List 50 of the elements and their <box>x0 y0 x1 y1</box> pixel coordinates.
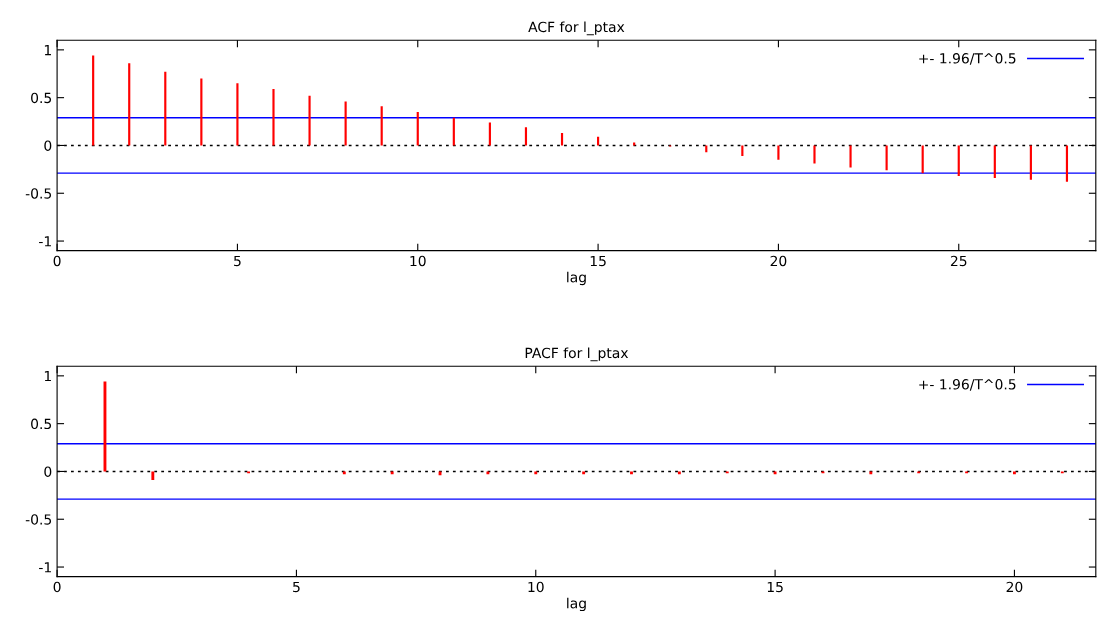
y-tick-label: 0 <box>44 140 52 151</box>
bar <box>380 106 383 146</box>
y-tick-label: 1 <box>44 45 51 56</box>
bar <box>777 145 780 160</box>
legend-label: +- 1.96/T^0.5 <box>919 53 1016 65</box>
bar <box>921 145 924 174</box>
x-tick-label: 20 <box>770 255 787 267</box>
y-tick-label: 1 <box>44 371 51 382</box>
chart-title: ACF for l_ptax <box>528 21 625 36</box>
legend-label: +- 1.96/T^0.5 <box>919 379 1016 391</box>
y-tick-label: 0.5 <box>31 92 52 104</box>
x-tick-label: 15 <box>767 581 783 593</box>
bar <box>452 117 455 146</box>
bar <box>128 63 131 146</box>
x-tick-label: 15 <box>590 255 606 267</box>
bar <box>849 145 852 168</box>
bar <box>741 145 744 156</box>
bar <box>200 78 203 146</box>
bar <box>416 112 419 146</box>
x-tick-label: 20 <box>1006 581 1023 593</box>
bar <box>957 145 960 177</box>
bar <box>993 145 996 178</box>
x-axis-title: lag <box>567 271 586 286</box>
x-tick-label: 0 <box>53 255 61 267</box>
y-tick-label: -1 <box>39 562 51 573</box>
x-tick-label: 5 <box>234 255 241 267</box>
bar <box>344 101 347 146</box>
x-axis-title: lag <box>567 597 586 612</box>
bar <box>92 55 95 146</box>
x-tick-label: 10 <box>528 581 544 593</box>
bar <box>524 127 528 146</box>
bar <box>1065 145 1069 182</box>
chart-title: PACF for l_ptax <box>525 347 629 362</box>
x-tick-label: 25 <box>950 255 967 267</box>
bar <box>308 95 311 146</box>
x-tick-label: 10 <box>410 255 426 267</box>
bar <box>813 145 816 164</box>
bar <box>236 83 239 146</box>
y-tick-label: 0.5 <box>31 418 52 430</box>
bar <box>1029 145 1032 180</box>
y-tick-label: -0.5 <box>25 514 52 525</box>
bar <box>705 145 708 153</box>
x-tick-label: 5 <box>293 581 300 593</box>
y-tick-label: -0.5 <box>25 188 52 199</box>
y-tick-label: -1 <box>39 236 51 247</box>
bar <box>272 89 275 146</box>
x-tick-label: 0 <box>53 581 61 593</box>
y-tick-label: 0 <box>44 466 52 477</box>
bar <box>885 145 888 171</box>
bar <box>164 71 167 146</box>
